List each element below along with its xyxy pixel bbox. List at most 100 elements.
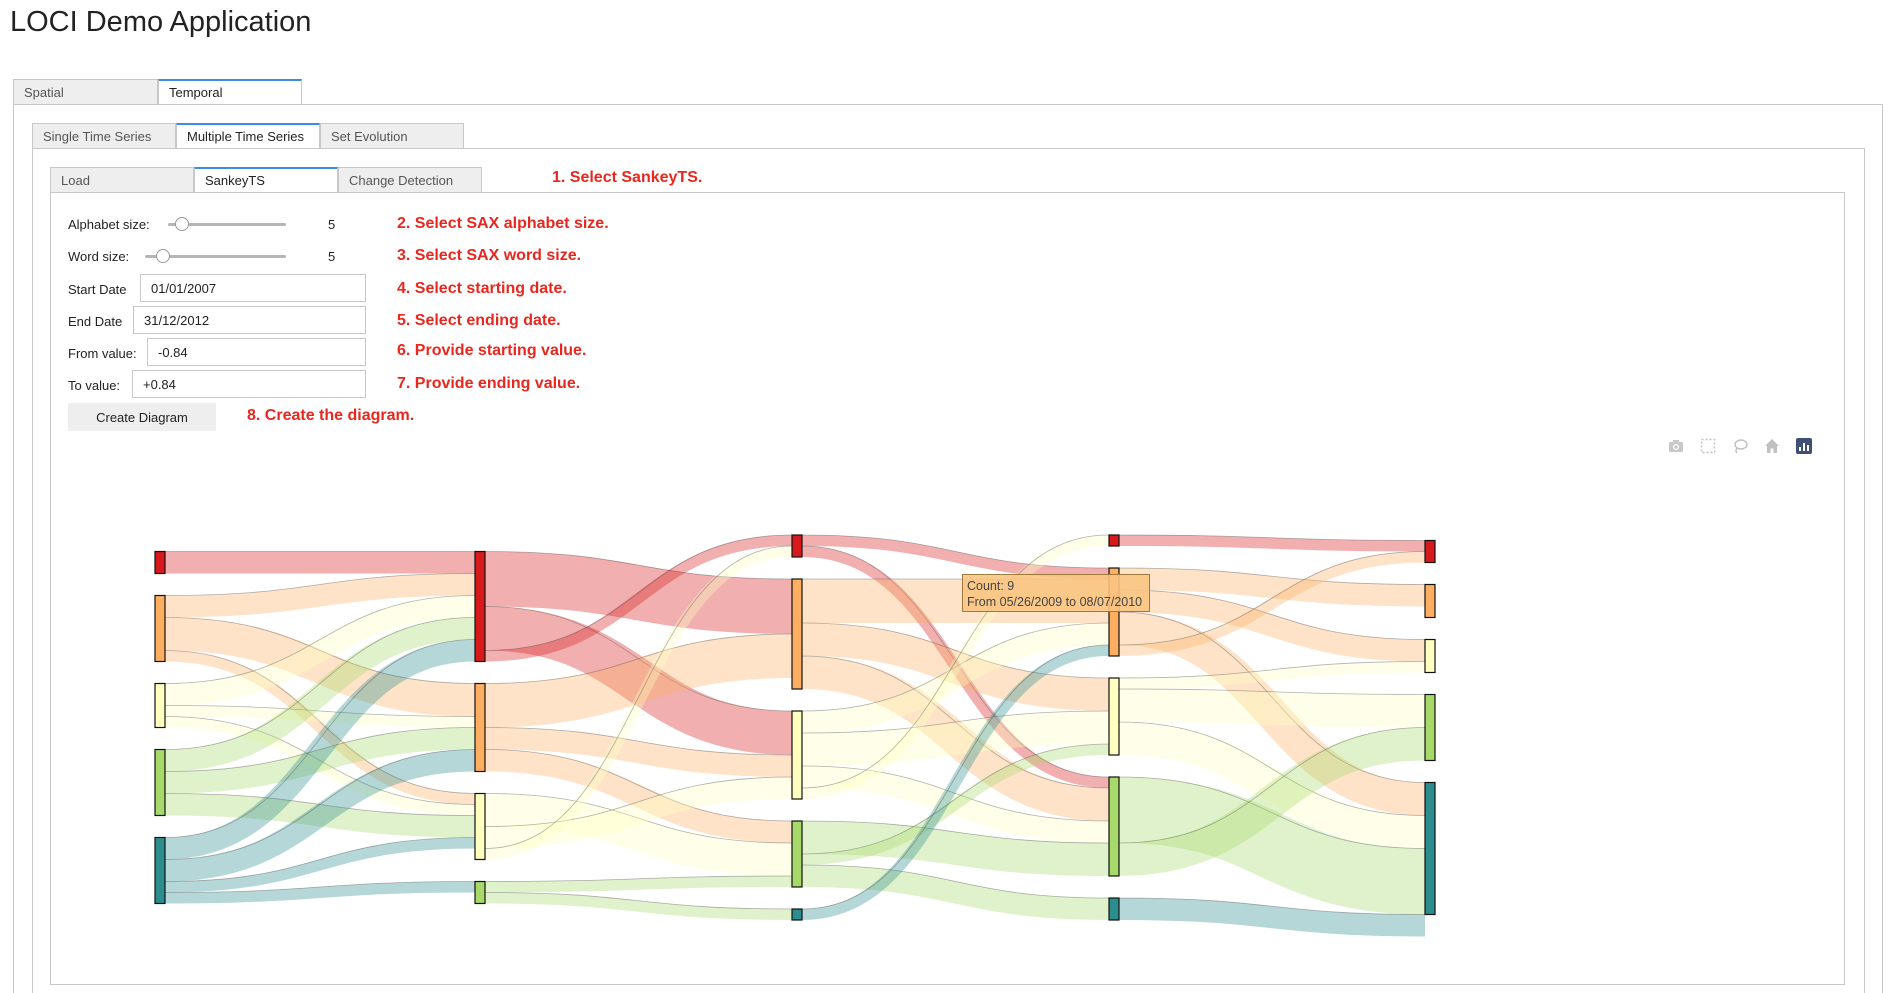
- sankey-node-4e[interactable]: [1424, 781, 1436, 916]
- sankey-node-4a[interactable]: [1424, 539, 1436, 564]
- sankey-node-0a[interactable]: [154, 550, 166, 575]
- lasso-select-icon[interactable]: [1729, 437, 1751, 455]
- sankey-link-3d-4e[interactable]: [1118, 777, 1426, 915]
- sankey-node-2b[interactable]: [791, 578, 803, 690]
- sankey-link-0b-1a[interactable]: [164, 573, 476, 618]
- sankey-link-0c-1c[interactable]: [164, 716, 476, 816]
- tab-change-detection[interactable]: Change Detection: [338, 167, 482, 193]
- sankey-node-3d[interactable]: [1108, 776, 1120, 877]
- sankey-link-1c-2c[interactable]: [484, 777, 793, 849]
- sankey-link-0d-1c[interactable]: [164, 793, 476, 838]
- sankey-node-1d[interactable]: [474, 880, 486, 905]
- tab-set-evolution[interactable]: Set Evolution: [320, 123, 464, 149]
- from-value-input[interactable]: [147, 338, 366, 366]
- sankey-link-2e-3b[interactable]: [801, 645, 1110, 920]
- sankey-link-3a-4a[interactable]: [1118, 535, 1426, 552]
- sankey-link-2b-3c[interactable]: [801, 623, 1110, 711]
- home-icon[interactable]: [1761, 437, 1783, 455]
- sankey-link-edge-2a-3d: [801, 545, 1110, 778]
- sankey-node-2a[interactable]: [791, 534, 803, 558]
- sankey-link-3e-4e[interactable]: [1118, 898, 1426, 937]
- sankey-link-2d-3d[interactable]: [801, 821, 1110, 876]
- sankey-link-0e-1c[interactable]: [164, 837, 476, 893]
- sankey-node-3b[interactable]: [1108, 567, 1120, 657]
- sankey-link-0e-1d[interactable]: [164, 881, 476, 904]
- plotly-logo-icon[interactable]: [1793, 437, 1815, 455]
- sankey-node-0c[interactable]: [154, 682, 166, 729]
- sankey-link-2c-3c[interactable]: [801, 711, 1110, 766]
- tab-spatial[interactable]: Spatial: [13, 79, 158, 105]
- sankey-link-1d-2d[interactable]: [484, 876, 793, 893]
- sankey-link-3c-4c[interactable]: [1118, 661, 1426, 689]
- word-size-slider-track[interactable]: [145, 255, 286, 258]
- sankey-link-3c-4d[interactable]: [1118, 689, 1426, 728]
- sankey-node-4b[interactable]: [1424, 583, 1436, 619]
- sankey-link-2a-3d[interactable]: [801, 546, 1110, 788]
- sankey-link-1a-2b[interactable]: [484, 551, 793, 634]
- box-select-icon[interactable]: [1697, 437, 1719, 455]
- sankey-link-3c-4e[interactable]: [1118, 722, 1426, 849]
- start-date-input[interactable]: [140, 274, 366, 302]
- sankey-node-3c[interactable]: [1108, 677, 1120, 756]
- sankey-link-edge-2c-3c: [801, 710, 1110, 734]
- sankey-link-2b-3d[interactable]: [801, 656, 1110, 821]
- alphabet-size-slider-handle[interactable]: [175, 217, 189, 231]
- sankey-link-2d-3e[interactable]: [801, 865, 1110, 920]
- sankey-link-0b-1b[interactable]: [164, 617, 476, 717]
- sankey-link-2c-3d[interactable]: [801, 766, 1110, 843]
- tooltip-range: From 05/26/2009 to 08/07/2010: [967, 595, 1143, 609]
- sankey-link-0d-1a[interactable]: [164, 617, 476, 772]
- sankey-link-3d-4d[interactable]: [1118, 727, 1426, 876]
- tab-load[interactable]: Load: [50, 167, 194, 193]
- sankey-node-2e[interactable]: [791, 908, 803, 921]
- sankey-link-0e-1b[interactable]: [164, 749, 476, 882]
- sankey-link-0c-1a[interactable]: [164, 595, 476, 706]
- sankey-node-2d[interactable]: [791, 820, 803, 888]
- sankey-link-1b-2c[interactable]: [484, 727, 793, 777]
- end-date-input[interactable]: [133, 306, 366, 334]
- sankey-link-1c-2a[interactable]: [484, 546, 793, 860]
- sankey-node-0b[interactable]: [154, 594, 166, 663]
- tab-sankeyts[interactable]: SankeyTS: [194, 167, 338, 193]
- tab-single-time-series[interactable]: Single Time Series: [32, 123, 176, 149]
- sankey-link-1c-2d[interactable]: [484, 793, 793, 876]
- sankey-node-4c[interactable]: [1424, 638, 1436, 674]
- sankey-node-0e[interactable]: [154, 836, 166, 905]
- sankey-node-1a[interactable]: [474, 550, 486, 663]
- sankey-link-3b-4b[interactable]: [1118, 568, 1426, 607]
- alphabet-size-slider-track[interactable]: [168, 223, 286, 226]
- sankey-link-1b-2d[interactable]: [484, 749, 793, 843]
- sankey-link-2c-3a[interactable]: [801, 535, 1110, 799]
- word-size-slider-handle[interactable]: [156, 249, 170, 263]
- sankey-node-0d[interactable]: [154, 748, 166, 817]
- sankey-node-3a[interactable]: [1108, 534, 1120, 547]
- sankey-link-2a-3b[interactable]: [801, 535, 1110, 579]
- sankey-node-1c[interactable]: [474, 792, 486, 861]
- sankey-link-0d-1b[interactable]: [164, 727, 476, 794]
- sankey-link-2d-3c[interactable]: [801, 744, 1110, 865]
- tab-temporal[interactable]: Temporal: [158, 79, 302, 105]
- sankey-link-3b-4a[interactable]: [1118, 551, 1426, 656]
- sankey-link-1a-2a[interactable]: [484, 535, 793, 662]
- to-value-input[interactable]: [132, 370, 366, 398]
- sankey-node-2c[interactable]: [791, 710, 803, 800]
- sankey-link-1a-2c[interactable]: [484, 606, 793, 755]
- sankey-link-0b-1c[interactable]: [164, 650, 476, 805]
- create-diagram-button[interactable]: Create Diagram: [68, 403, 216, 431]
- sankey-node-3e[interactable]: [1108, 897, 1120, 921]
- sankey-link-0c-1b[interactable]: [164, 705, 476, 728]
- sankey-link-edge-3d-4d: [1118, 727, 1426, 844]
- sankey-link-edge-1b-2c: [484, 727, 793, 756]
- sankey-node-4d[interactable]: [1424, 693, 1436, 762]
- sankey-node-1b[interactable]: [474, 682, 486, 773]
- sankey-link-0e-1a[interactable]: [164, 639, 476, 860]
- tab-multiple-time-series[interactable]: Multiple Time Series: [176, 123, 320, 149]
- sankey-link-1d-2e[interactable]: [484, 892, 793, 920]
- sankey-link-1b-2b[interactable]: [484, 634, 793, 728]
- sankey-link-3b-4c[interactable]: [1118, 590, 1426, 662]
- sankey-link-2c-3b[interactable]: [801, 623, 1110, 733]
- sankey-link-edge-1c-2a: [484, 545, 793, 849]
- sankey-link-3b-4e[interactable]: [1118, 612, 1426, 816]
- camera-icon[interactable]: [1665, 437, 1687, 455]
